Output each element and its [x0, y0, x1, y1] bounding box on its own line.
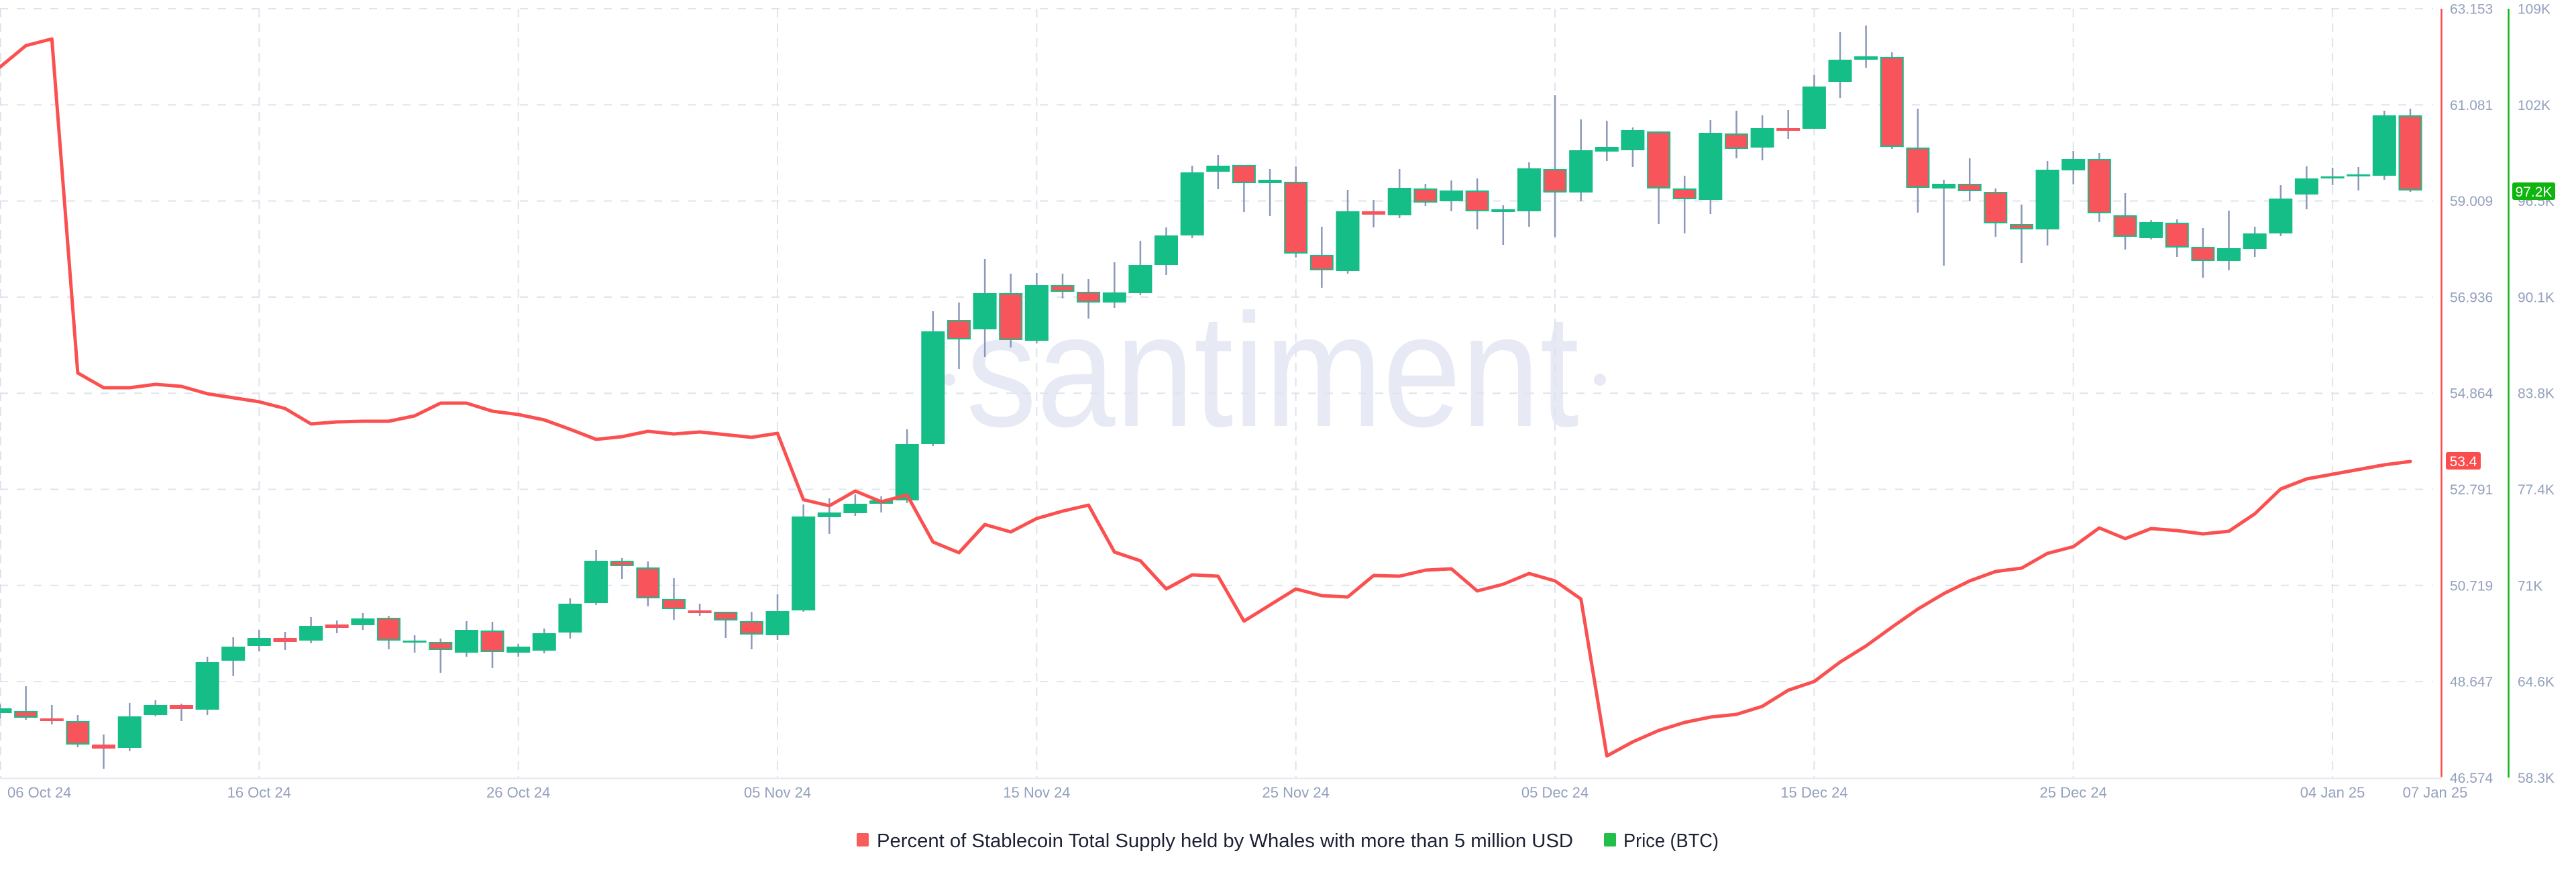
- svg-text:48.647: 48.647: [2450, 675, 2493, 690]
- svg-text:46.574: 46.574: [2450, 771, 2493, 786]
- svg-text:04 Jan 25: 04 Jan 25: [2300, 784, 2365, 801]
- svg-text:54.864: 54.864: [2450, 386, 2493, 402]
- svg-text:109K: 109K: [2518, 2, 2551, 17]
- svg-text:77.4K: 77.4K: [2518, 482, 2555, 498]
- svg-text:102K: 102K: [2518, 98, 2551, 113]
- svg-text:05 Nov 24: 05 Nov 24: [744, 784, 811, 801]
- svg-text:Price (BTC): Price (BTC): [1623, 830, 1719, 852]
- svg-text:16 Oct 24: 16 Oct 24: [227, 784, 291, 801]
- svg-text:06 Oct 24: 06 Oct 24: [7, 784, 71, 801]
- svg-text:50.719: 50.719: [2450, 578, 2493, 594]
- svg-text:15 Dec 24: 15 Dec 24: [1780, 784, 1847, 801]
- svg-text:59.009: 59.009: [2450, 194, 2493, 209]
- svg-text:63.153: 63.153: [2450, 2, 2493, 17]
- svg-text:15 Nov 24: 15 Nov 24: [1003, 784, 1070, 801]
- svg-text:Percent of Stablecoin Total Su: Percent of Stablecoin Total Supply held …: [877, 830, 1573, 852]
- svg-text:64.6K: 64.6K: [2518, 675, 2555, 690]
- svg-text:58.3K: 58.3K: [2518, 771, 2555, 786]
- svg-text:53.4: 53.4: [2450, 454, 2477, 470]
- svg-text:61.081: 61.081: [2450, 98, 2493, 113]
- svg-text:52.791: 52.791: [2450, 482, 2493, 498]
- svg-text:05 Dec 24: 05 Dec 24: [1521, 784, 1589, 801]
- svg-text:25 Nov 24: 25 Nov 24: [1263, 784, 1330, 801]
- svg-text:07 Jan 25: 07 Jan 25: [2403, 784, 2468, 801]
- svg-text:56.936: 56.936: [2450, 290, 2493, 305]
- svg-text:26 Oct 24: 26 Oct 24: [486, 784, 550, 801]
- svg-text:71K: 71K: [2518, 578, 2542, 594]
- svg-text:90.1K: 90.1K: [2518, 290, 2555, 305]
- svg-text:97.2K: 97.2K: [2516, 184, 2553, 200]
- svg-text:santiment: santiment: [966, 280, 1579, 460]
- svg-text:83.8K: 83.8K: [2518, 386, 2555, 402]
- svg-text:25 Dec 24: 25 Dec 24: [2040, 784, 2107, 801]
